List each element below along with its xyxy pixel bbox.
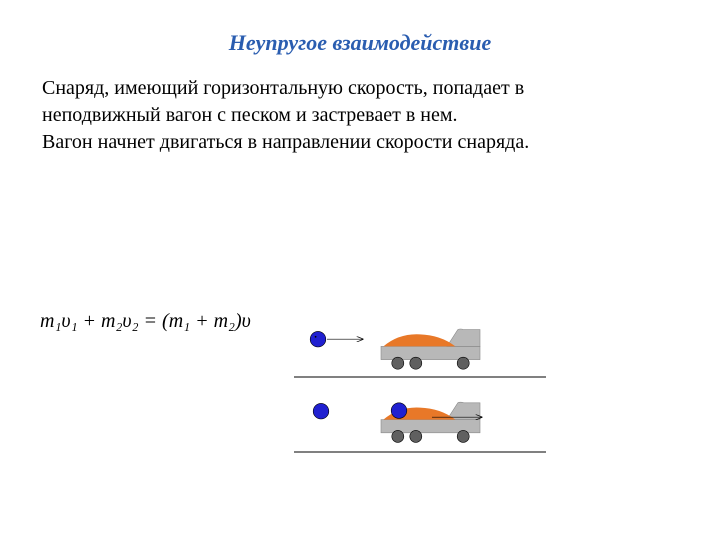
cart-cab — [447, 329, 480, 346]
cart-before — [381, 329, 480, 369]
projectile-dot — [315, 336, 317, 338]
para-line-2: неподвижный вагон с песком и застревает … — [42, 104, 458, 126]
wheel — [457, 430, 469, 442]
para-line-3: Вагон начнет двигаться в направлении ско… — [42, 131, 529, 153]
wheel — [392, 357, 404, 369]
page-title: Неупругое взаимодействие — [0, 30, 720, 56]
description-paragraph: Снаряд, имеющий горизонтальную скорость,… — [42, 75, 662, 156]
wheel — [410, 430, 422, 442]
projectile-embedded — [391, 403, 407, 419]
wheel — [392, 430, 404, 442]
physics-diagram — [0, 200, 720, 500]
projectile-reference — [313, 403, 329, 419]
sand-mound — [383, 334, 455, 346]
para-line-1: Снаряд, имеющий горизонтальную скорость,… — [42, 77, 524, 99]
title-text: Неупругое взаимодействие — [229, 30, 492, 55]
wheel — [457, 357, 469, 369]
projectile-before — [310, 331, 326, 347]
wheel — [410, 357, 422, 369]
